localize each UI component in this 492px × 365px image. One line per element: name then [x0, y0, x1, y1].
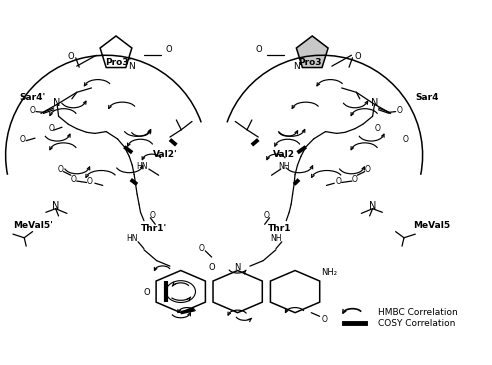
Text: MeVal5: MeVal5: [413, 221, 450, 230]
Text: COSY Correlation: COSY Correlation: [378, 319, 456, 328]
Text: O: O: [352, 175, 358, 184]
Text: NH: NH: [278, 162, 290, 171]
Text: O: O: [402, 135, 408, 144]
Text: O: O: [335, 177, 341, 186]
Text: Thr1': Thr1': [141, 224, 167, 233]
Text: O: O: [48, 124, 54, 133]
Text: O: O: [30, 106, 35, 115]
Text: HN: HN: [126, 234, 138, 243]
Text: O: O: [256, 45, 263, 54]
Text: O: O: [143, 288, 150, 297]
Text: O: O: [199, 244, 205, 253]
Text: NH: NH: [271, 234, 282, 243]
Text: Pro3: Pro3: [298, 58, 322, 67]
Text: O: O: [166, 45, 172, 54]
Text: O: O: [365, 165, 370, 174]
Text: HN: HN: [136, 162, 148, 171]
Text: O: O: [322, 315, 328, 324]
Text: O: O: [67, 52, 74, 61]
Text: N: N: [235, 264, 241, 272]
Text: N: N: [293, 62, 300, 71]
Text: O: O: [70, 175, 76, 184]
Text: O: O: [396, 106, 402, 115]
Text: N: N: [369, 201, 376, 211]
Text: N: N: [371, 97, 378, 108]
Text: O: O: [87, 177, 93, 186]
Text: HMBC Correlation: HMBC Correlation: [378, 308, 458, 317]
Text: NH₂: NH₂: [321, 268, 338, 277]
Polygon shape: [296, 36, 328, 68]
Text: Val2: Val2: [273, 150, 295, 159]
Text: O: O: [58, 165, 63, 174]
Text: Sar4': Sar4': [19, 93, 46, 101]
Text: N: N: [52, 201, 60, 211]
Text: N: N: [54, 97, 61, 108]
Text: O: O: [374, 124, 380, 133]
Text: Thr1: Thr1: [268, 224, 292, 233]
Text: Sar4: Sar4: [415, 93, 439, 101]
Text: O: O: [264, 211, 270, 220]
Text: O: O: [20, 135, 26, 144]
Text: Pro3': Pro3': [105, 58, 131, 67]
Text: O: O: [150, 211, 156, 220]
Text: MeVal5': MeVal5': [13, 221, 53, 230]
Text: O: O: [208, 264, 215, 272]
Text: Val2': Val2': [153, 150, 178, 159]
Text: N: N: [128, 62, 135, 71]
Text: O: O: [355, 52, 361, 61]
